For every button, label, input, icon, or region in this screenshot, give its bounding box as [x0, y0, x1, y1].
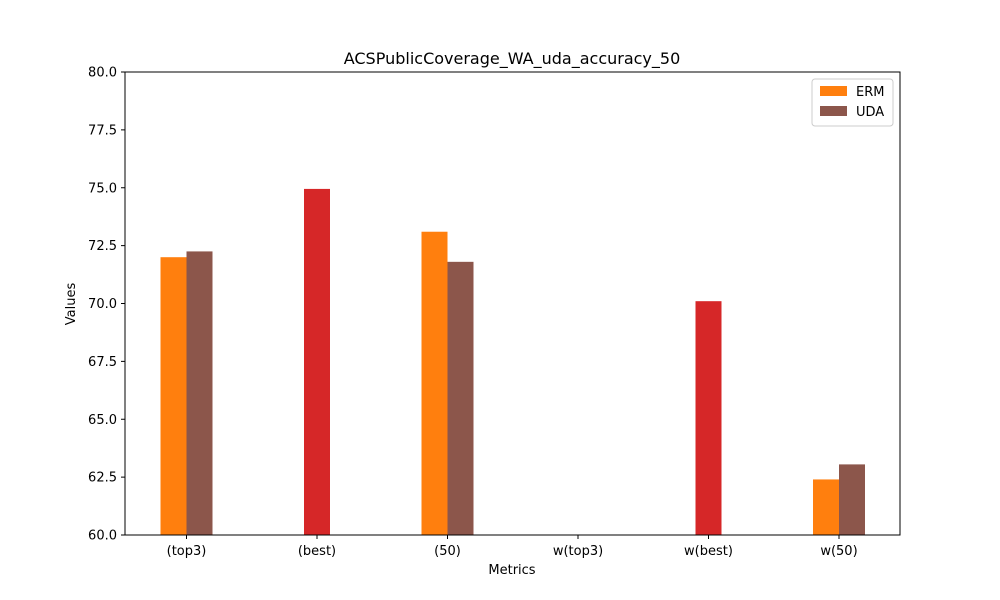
bar-highlight-1 [304, 188, 330, 535]
y-tick-label: 72.5 [88, 239, 117, 254]
x-tick-label: (50) [434, 544, 461, 559]
bar-uda-0 [186, 251, 213, 535]
x-axis-label: Metrics [488, 563, 535, 578]
legend: ERM UDA [811, 78, 894, 127]
legend-label-uda: UDA [856, 105, 884, 120]
x-tick-label: (best) [298, 544, 336, 559]
bar-erm-2 [421, 231, 448, 536]
chart-title: ACSPublicCoverage_WA_uda_accuracy_50 [344, 49, 681, 69]
bar-uda-5 [839, 464, 865, 535]
x-tick-label: w(top3) [553, 544, 603, 559]
legend-swatch-erm [820, 86, 847, 96]
y-tick-label: 62.5 [88, 471, 117, 486]
y-tick-label: 70.0 [88, 297, 117, 312]
y-tick-label: 80.0 [88, 66, 117, 81]
bar-erm-0 [160, 257, 187, 535]
legend-label-erm: ERM [856, 85, 884, 100]
y-axis-label: Values [64, 283, 79, 326]
bars-group [160, 188, 865, 536]
x-tick-label: w(best) [684, 544, 733, 559]
x-tick-label: (top3) [167, 544, 207, 559]
x-tick-label: w(50) [820, 544, 857, 559]
y-axis-ticks: 60.0 62.5 65.0 67.5 70.0 72.5 75.0 77.5 80.0 [88, 66, 125, 544]
y-tick-label: 67.5 [88, 355, 117, 370]
y-tick-label: 77.5 [88, 123, 117, 138]
x-axis-ticks: (top3) (best) (50) w(top3) w(best) w(50) [167, 535, 858, 559]
bar-highlight-4 [695, 301, 722, 535]
bar-uda-2 [447, 261, 474, 535]
plot-frame [124, 71, 901, 536]
legend-swatch-uda [820, 106, 847, 116]
y-tick-label: 60.0 [88, 529, 117, 544]
y-tick-label: 65.0 [88, 413, 117, 428]
bar-erm-5 [813, 479, 839, 535]
y-tick-label: 75.0 [88, 181, 117, 196]
